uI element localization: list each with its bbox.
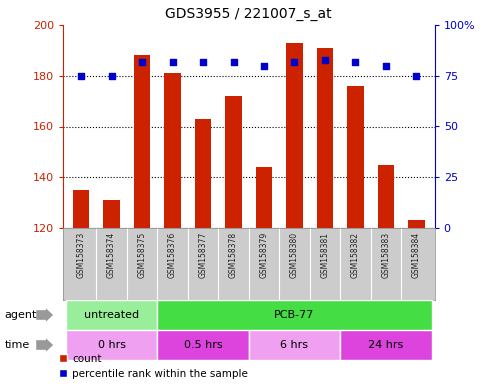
- Legend: count, percentile rank within the sample: count, percentile rank within the sample: [58, 354, 248, 379]
- Point: [77, 73, 85, 79]
- Text: GSM158376: GSM158376: [168, 232, 177, 278]
- Bar: [66, 330, 157, 360]
- Bar: [316, 48, 333, 228]
- Text: GSM158382: GSM158382: [351, 232, 360, 278]
- Point: [352, 58, 359, 65]
- Bar: [378, 165, 394, 228]
- Point: [138, 58, 146, 65]
- Bar: [408, 220, 425, 228]
- Text: GSM158380: GSM158380: [290, 232, 299, 278]
- Bar: [256, 167, 272, 228]
- Point: [108, 73, 115, 79]
- Text: time: time: [5, 340, 30, 350]
- Bar: [134, 55, 150, 228]
- Text: GSM158373: GSM158373: [77, 232, 85, 278]
- Bar: [225, 96, 242, 228]
- Point: [260, 63, 268, 69]
- Point: [199, 58, 207, 65]
- Bar: [103, 200, 120, 228]
- Text: GSM158383: GSM158383: [382, 232, 390, 278]
- Text: GSM158384: GSM158384: [412, 232, 421, 278]
- Text: 0 hrs: 0 hrs: [98, 340, 126, 350]
- Point: [382, 63, 390, 69]
- Text: untreated: untreated: [84, 310, 139, 320]
- Bar: [157, 300, 432, 330]
- Point: [291, 58, 298, 65]
- Text: PCB-77: PCB-77: [274, 310, 314, 320]
- Point: [321, 56, 329, 63]
- Bar: [340, 330, 432, 360]
- Point: [229, 58, 237, 65]
- Text: GSM158379: GSM158379: [259, 232, 269, 278]
- Text: GSM158381: GSM158381: [320, 232, 329, 278]
- Title: GDS3955 / 221007_s_at: GDS3955 / 221007_s_at: [166, 7, 332, 21]
- Text: agent: agent: [5, 310, 37, 320]
- Bar: [73, 190, 89, 228]
- Point: [412, 73, 420, 79]
- Text: GSM158378: GSM158378: [229, 232, 238, 278]
- Bar: [66, 300, 157, 330]
- Bar: [195, 119, 212, 228]
- Bar: [249, 330, 340, 360]
- Bar: [164, 73, 181, 228]
- Text: GSM158374: GSM158374: [107, 232, 116, 278]
- Text: GSM158377: GSM158377: [199, 232, 208, 278]
- Bar: [286, 43, 303, 228]
- Bar: [157, 330, 249, 360]
- Text: 24 hrs: 24 hrs: [369, 340, 404, 350]
- Text: 6 hrs: 6 hrs: [281, 340, 309, 350]
- Text: GSM158375: GSM158375: [138, 232, 146, 278]
- Point: [169, 58, 176, 65]
- Bar: [347, 86, 364, 228]
- Text: 0.5 hrs: 0.5 hrs: [184, 340, 222, 350]
